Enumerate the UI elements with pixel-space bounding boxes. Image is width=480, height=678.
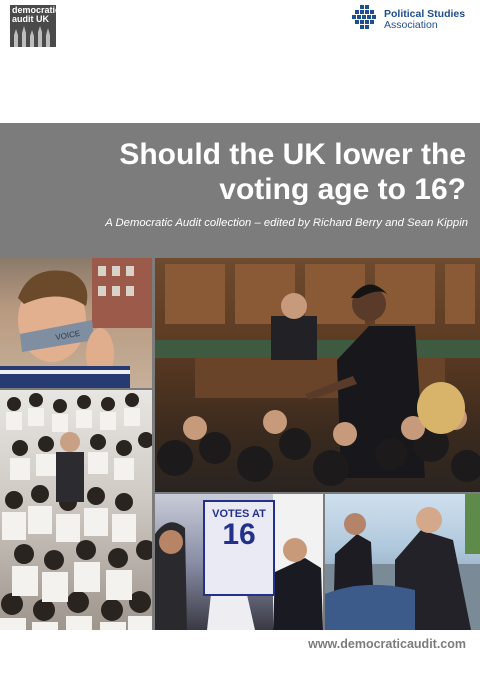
school-crowd-illustration: [0, 393, 152, 630]
photo-votes-at-16-rally: VOTES AT 16: [155, 494, 323, 630]
photo-politicians-by-car: [325, 494, 480, 630]
title-band: Should the UK lower the voting age to 16…: [0, 123, 480, 258]
photo-collage: VOICE: [0, 258, 480, 630]
cover-subtitle: A Democratic Audit collection – edited b…: [105, 217, 468, 229]
democratic-audit-logo-text: democratic audit UK: [12, 5, 56, 24]
photo-gagged-young-man: VOICE: [0, 258, 152, 388]
raised-hands-icon: [14, 26, 50, 47]
photo-youth-parliament: [155, 258, 480, 492]
sign-line1: VOTES AT: [212, 508, 266, 520]
democratic-audit-logo: democratic audit UK: [10, 5, 56, 47]
psa-logo-line1: Political Studies: [384, 8, 466, 20]
psa-grid-icon: [352, 5, 376, 29]
gag-tape-text: VOICE: [55, 329, 81, 342]
photo-school-crowd: [0, 390, 152, 630]
youth-parliament-illustration: [155, 264, 480, 486]
psa-logo-text: Political Studies Association: [384, 9, 465, 31]
cover-title: Should the UK lower the voting age to 16…: [6, 137, 466, 207]
footer-band: www.democraticaudit.com: [0, 631, 480, 678]
cover-title-line1: Should the UK lower the: [119, 138, 466, 171]
votes-at-16-sign: VOTES AT 16: [203, 500, 275, 596]
gagged-man-illustration: VOICE: [0, 258, 152, 388]
politicians-illustration: [325, 494, 480, 630]
political-studies-association-logo: Political Studies Association: [352, 5, 472, 35]
footer-url: www.democraticaudit.com: [308, 637, 466, 651]
sign-line2: 16: [222, 518, 256, 551]
psa-logo-line2: Association: [384, 19, 438, 31]
cover-title-line2: voting age to 16?: [219, 173, 466, 206]
